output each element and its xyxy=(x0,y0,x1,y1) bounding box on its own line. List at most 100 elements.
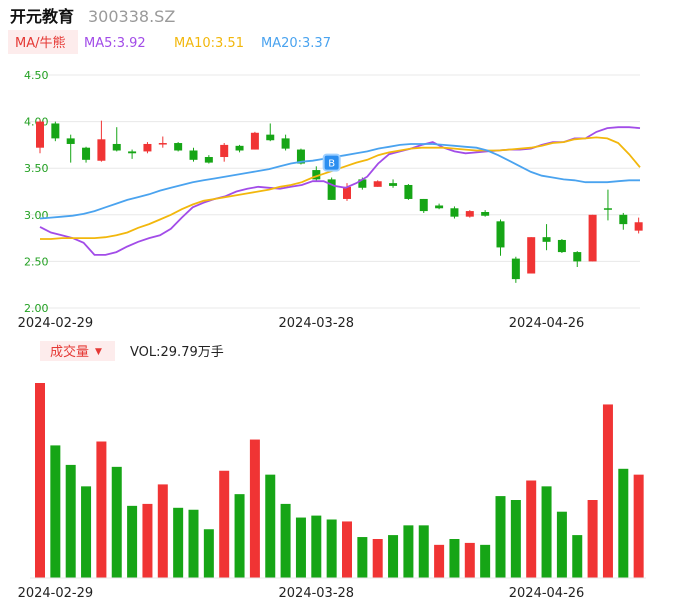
volume-selector-bg xyxy=(40,341,115,361)
volume-bar xyxy=(295,517,306,578)
volume-bar xyxy=(280,503,291,578)
trade-marker[interactable]: B xyxy=(322,153,341,172)
volume-bar xyxy=(142,503,153,578)
stock-code: 300338.SZ xyxy=(88,7,175,26)
volume-bar xyxy=(618,468,629,578)
candle-body xyxy=(527,237,536,274)
volume-bar xyxy=(556,511,567,578)
candle-body xyxy=(174,143,183,151)
candle-body xyxy=(634,222,643,231)
candle-body xyxy=(435,205,444,209)
volume-bar xyxy=(203,529,214,578)
price-y-tick: 3.00 xyxy=(24,209,49,222)
candle-body xyxy=(588,214,597,262)
ma5-line xyxy=(39,126,641,256)
trade-marker-badge xyxy=(322,153,341,172)
candle-body xyxy=(158,143,167,145)
volume-bar xyxy=(464,542,475,578)
ma-selector-button[interactable]: MA/牛熊 xyxy=(8,30,78,54)
volume-bar xyxy=(418,525,429,578)
price-y-tick: 2.00 xyxy=(24,302,49,315)
ma20-legend: MA20:3.37 xyxy=(261,36,331,51)
candle-body xyxy=(343,186,351,199)
ma-selector-label: MA/牛熊 xyxy=(15,35,66,51)
candle-body xyxy=(358,179,367,188)
volume-bar xyxy=(633,474,644,578)
moving-average-lines xyxy=(39,126,641,256)
volume-bar xyxy=(602,404,613,578)
volume-bar xyxy=(388,535,399,578)
candle-body xyxy=(82,147,91,160)
chevron-down-icon: ▼ xyxy=(95,347,102,357)
volume-bar xyxy=(265,474,276,578)
candle-body xyxy=(112,143,121,151)
volume-bar xyxy=(326,519,337,578)
candle-body xyxy=(419,198,428,212)
stock-name: 开元教育 xyxy=(10,7,74,26)
candle-body xyxy=(235,145,244,151)
candle-body xyxy=(603,208,612,210)
volume-bar xyxy=(526,480,537,578)
candle-body xyxy=(51,123,60,139)
candle-body xyxy=(373,181,382,187)
volume-bar xyxy=(372,539,383,578)
candle-body xyxy=(266,134,275,141)
candle-body xyxy=(542,237,551,242)
candle-body xyxy=(97,139,106,161)
price-y-tick: 2.50 xyxy=(24,255,49,268)
volume-bar xyxy=(342,521,352,578)
volume-selector-button[interactable]: 成交量 ▼ xyxy=(40,341,115,361)
ma10-legend: MA10:3.51 xyxy=(174,36,244,51)
date-tick: 2024-04-26 xyxy=(509,586,585,601)
volume-bar xyxy=(50,445,61,578)
candle-body xyxy=(66,138,75,144)
price-x-axis: 2024-02-29 2024-03-28 2024-04-26 xyxy=(18,316,585,331)
volume-bar xyxy=(495,496,506,578)
date-tick: 2024-03-28 xyxy=(279,316,355,331)
candle-body xyxy=(204,157,213,163)
price-y-tick: 3.50 xyxy=(24,162,49,175)
volume-bar-series xyxy=(30,383,646,579)
candle-body xyxy=(619,214,628,225)
candle-body xyxy=(36,121,44,148)
candle-body xyxy=(404,184,413,199)
date-tick: 2024-03-28 xyxy=(279,586,355,601)
candle-body xyxy=(573,252,582,262)
date-tick: 2024-02-29 xyxy=(18,316,94,331)
volume-bar xyxy=(572,535,583,578)
volume-bar xyxy=(219,470,230,578)
volume-bar xyxy=(403,525,414,578)
price-y-tick: 4.50 xyxy=(24,69,49,82)
candle-body xyxy=(296,149,305,164)
volume-value: VOL:29.79万手 xyxy=(130,345,224,360)
volume-bar xyxy=(449,539,460,578)
candle-body xyxy=(496,221,505,248)
candle-body xyxy=(465,211,474,217)
candle-body xyxy=(220,144,229,158)
candle-body xyxy=(143,143,152,152)
volume-bar xyxy=(157,484,168,578)
candle-body xyxy=(327,179,336,200)
volume-bar xyxy=(249,439,260,578)
candle-body xyxy=(250,132,259,150)
candle-body xyxy=(481,212,490,216)
price-y-axis: 4.504.003.503.002.502.00 xyxy=(24,69,49,315)
volume-bar xyxy=(587,500,598,578)
volume-bar xyxy=(81,486,92,578)
volume-bar xyxy=(434,544,445,578)
volume-bar xyxy=(510,500,521,578)
volume-bar xyxy=(541,486,552,578)
volume-x-axis: 2024-02-29 2024-03-28 2024-04-26 xyxy=(18,586,585,601)
candle-body xyxy=(281,138,290,149)
candlestick-series xyxy=(36,119,643,283)
candle-body xyxy=(128,151,137,154)
volume-bar xyxy=(311,515,322,578)
date-tick: 2024-02-29 xyxy=(18,586,94,601)
date-tick: 2024-04-26 xyxy=(509,316,585,331)
candle-body xyxy=(557,239,566,253)
volume-bar xyxy=(357,537,368,578)
trade-marker-label: B xyxy=(328,159,335,170)
volume-bar xyxy=(234,494,245,578)
volume-bar xyxy=(65,464,76,578)
